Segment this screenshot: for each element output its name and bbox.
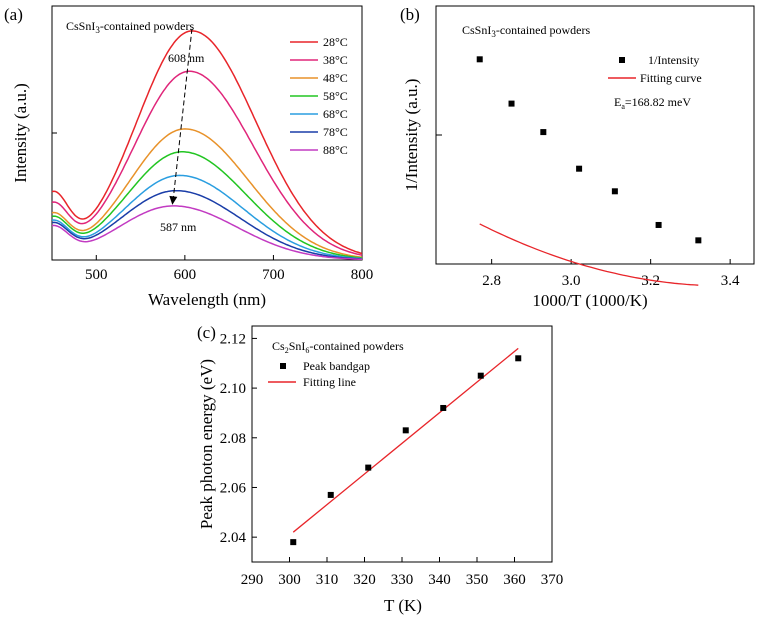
y-axis-ticks-c: 2.04 2.06 2.08 2.10 2.12 — [220, 331, 257, 546]
data-point-c — [440, 404, 447, 411]
x-tick-label-c: 300 — [278, 572, 301, 588]
y-axis-label-b: 1/Intensity (a.u.) — [402, 79, 421, 192]
panel-b: (b) CsSnI3-contained powders 2.8 3.0 3.2 3.… — [400, 5, 755, 310]
panel-a: (a) CsSnI3-contained powders 500 600 700 80… — [4, 5, 373, 309]
panel-label-b: (b) — [400, 5, 420, 24]
legend-label-4: 68°C — [323, 107, 348, 121]
x-tick-label-c: 360 — [503, 572, 526, 588]
spectrum-48c — [51, 128, 363, 258]
data-point-b — [576, 165, 583, 172]
x-tick-label-a: 800 — [351, 267, 374, 283]
legend-label-points-b: 1/Intensity — [648, 53, 699, 67]
x-tick-label-b: 3.0 — [562, 273, 581, 289]
y-tick-label-c: 2.10 — [220, 381, 246, 397]
panel-label-a: (a) — [4, 5, 23, 24]
spectrum-78c — [51, 189, 363, 260]
x-tick-label-c: 320 — [353, 572, 376, 588]
legend-a: 28°C 38°C 48°C 58°C 68°C 78°C 88°C — [290, 35, 348, 157]
x-tick-label-c: 330 — [391, 572, 414, 588]
y-tick-label-c: 2.12 — [220, 331, 246, 347]
legend-label-line-c: Fitting line — [303, 375, 356, 389]
x-tick-label-c: 350 — [466, 572, 489, 588]
y-tick-label-c: 2.04 — [220, 530, 247, 546]
legend-label-line-b: Fitting curve — [640, 71, 702, 85]
data-point-c — [327, 491, 334, 498]
data-point-c — [402, 427, 409, 434]
spectrum-68c — [51, 174, 363, 260]
x-tick-label-c: 370 — [541, 572, 564, 588]
x-axis-ticks-c: 290 300 310 320 330 340 350 360 370 — [241, 557, 564, 588]
spectrum-58c — [51, 151, 363, 259]
x-tick-label-a: 700 — [262, 267, 285, 283]
legend-label-1: 38°C — [323, 53, 348, 67]
y-axis-ticks-a — [52, 132, 57, 261]
x-axis-ticks-b: 2.8 3.0 3.2 3.4 — [482, 259, 740, 289]
annotation-a: CsSnI3-contained powders — [66, 19, 194, 35]
x-tick-label-b: 3.2 — [641, 273, 660, 289]
x-tick-label-a: 500 — [85, 267, 108, 283]
data-point-b — [695, 237, 702, 244]
legend-label-points-c: Peak bandgap — [303, 359, 370, 373]
legend-label-5: 78°C — [323, 125, 348, 139]
peak-shift-arrowhead — [169, 195, 178, 205]
x-tick-label-c: 290 — [241, 572, 264, 588]
spectrum-88c — [51, 205, 362, 261]
data-point-c — [290, 539, 297, 546]
x-tick-label-a: 600 — [174, 267, 197, 283]
x-tick-label-b: 3.4 — [721, 273, 740, 289]
x-axis-label-b: 1000/T (1000/K) — [532, 291, 647, 310]
peak-label-high: 608 nm — [168, 51, 205, 65]
legend-label-0: 28°C — [323, 35, 348, 49]
peak-shift-arrow — [172, 28, 193, 198]
legend-label-3: 58°C — [323, 89, 348, 103]
data-point-c — [365, 464, 372, 471]
activation-energy: Ea=168.82 meV — [614, 95, 691, 111]
data-point-b — [540, 129, 547, 136]
spectra-curves — [51, 30, 363, 261]
legend-label-2: 48°C — [323, 71, 348, 85]
data-point-c — [515, 355, 522, 362]
data-point-b — [611, 188, 618, 195]
panel-c: (c) Cs2SnI6-contained powders 290 300 310 3… — [197, 323, 563, 615]
y-tick-label-c: 2.08 — [220, 431, 246, 447]
fitting-line-c — [292, 347, 519, 533]
data-point-b — [476, 56, 483, 63]
x-axis-label-a: Wavelength (nm) — [148, 290, 266, 309]
panel-label-c: (c) — [197, 323, 216, 342]
annotation-c: Cs2SnI6-contained powders — [272, 339, 404, 355]
x-axis-ticks-a: 500 600 700 800 — [85, 255, 373, 283]
x-tick-label-b: 2.8 — [482, 273, 501, 289]
data-point-c — [477, 372, 484, 379]
data-point-b — [508, 100, 515, 107]
spectrum-28c — [51, 30, 363, 255]
x-tick-label-c: 340 — [428, 572, 451, 588]
peak-label-low: 587 nm — [160, 220, 197, 234]
legend-marker-points-b — [619, 57, 625, 63]
y-axis-label-a: Intensity (a.u.) — [11, 83, 30, 183]
y-axis-label-c: Peak photon energy (eV) — [197, 359, 216, 529]
fitting-curve-b — [479, 223, 699, 286]
legend-label-6: 88°C — [323, 143, 348, 157]
legend-marker-points-c — [280, 363, 286, 369]
spectrum-38c — [51, 70, 363, 256]
x-tick-label-c: 310 — [316, 572, 339, 588]
data-points-c — [290, 355, 522, 546]
annotation-b: CsSnI3-contained powders — [462, 23, 590, 39]
x-axis-label-c: T (K) — [384, 596, 422, 615]
y-tick-label-c: 2.06 — [220, 480, 247, 496]
data-point-b — [655, 221, 662, 228]
data-points-b — [476, 56, 702, 244]
